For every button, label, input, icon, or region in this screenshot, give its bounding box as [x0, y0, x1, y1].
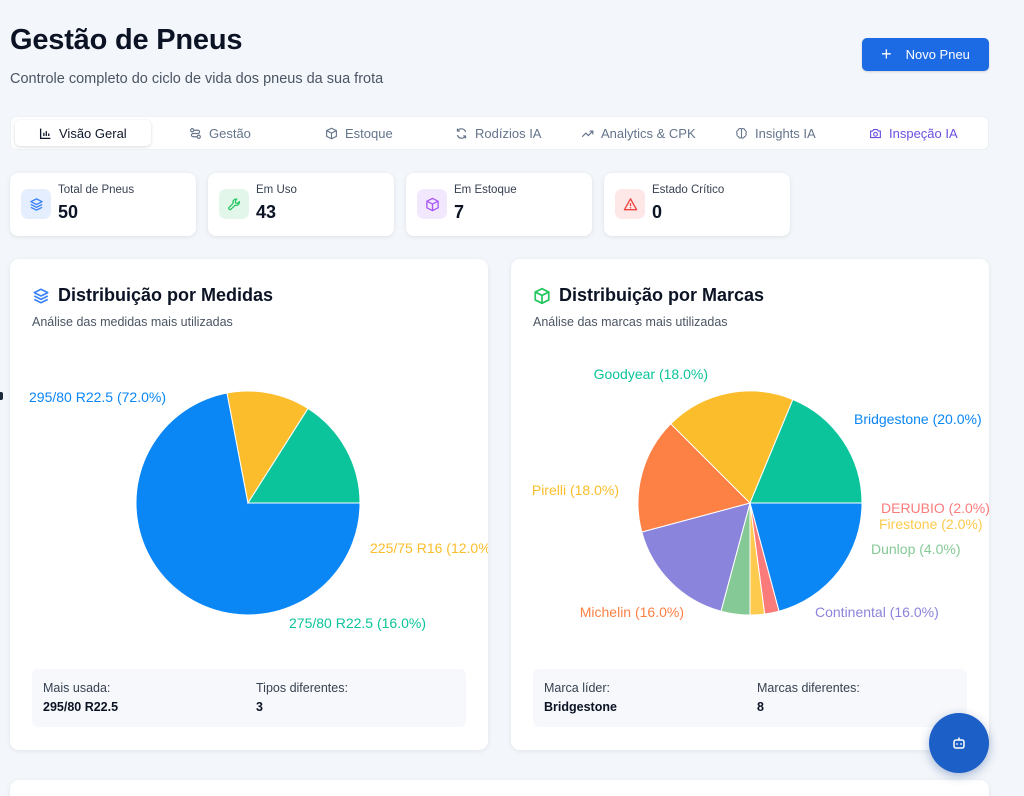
pie-label: 275/80 R22.5 (16.0%) — [289, 615, 426, 631]
route-icon — [190, 127, 201, 139]
new-tire-button-label: Novo Pneu — [905, 47, 970, 62]
stat-label: Em Estoque — [454, 184, 517, 196]
package-icon — [534, 287, 550, 304]
box-icon — [326, 127, 337, 139]
tab-bar: Visão Geral Gestão Estoque Rodízios IA A… — [10, 116, 989, 150]
panel-title: Distribuição por Medidas — [58, 285, 274, 305]
bot-icon — [953, 737, 965, 749]
stat-card-em-uso: Em Uso 43 — [208, 173, 394, 236]
pie-label: 295/80 R22.5 (72.0%) — [29, 389, 166, 405]
bar-chart-icon — [39, 128, 51, 139]
camera-icon — [870, 128, 881, 138]
plus-icon: + — [881, 43, 892, 64]
pie-label: Dunlop (4.0%) — [871, 541, 961, 557]
leader-value: Bridgestone — [544, 700, 617, 714]
stat-value: 43 — [256, 202, 277, 222]
pie-label: 225/75 R16 (12.0%) — [370, 540, 488, 556]
trending-up-icon — [581, 129, 594, 137]
panel-marcas: Distribuição por Marcas Análise das marc… — [511, 259, 989, 750]
panel-title: Distribuição por Marcas — [559, 285, 765, 305]
pie-label: DERUBIO (2.0%) — [881, 500, 989, 516]
pie-label: Continental (16.0%) — [815, 604, 939, 620]
brands-value: 8 — [757, 700, 764, 714]
edge-marker — [0, 392, 3, 400]
panel-header: Distribuição por Medidas — [32, 285, 273, 306]
stat-label: Total de Pneus — [58, 184, 135, 196]
tab-label: Analytics & CPK — [601, 125, 696, 141]
tab-label: Visão Geral — [59, 125, 127, 141]
panel-header: Distribuição por Marcas — [533, 285, 764, 306]
pie-label: Goodyear (18.0%) — [594, 366, 708, 382]
layers-icon — [21, 189, 51, 219]
most-used-label: Mais usada: — [43, 681, 111, 695]
pie-slice-pirelli[interactable] — [670, 390, 794, 504]
tab-label: Rodízios IA — [475, 125, 542, 141]
most-used-value: 295/80 R22.5 — [43, 700, 119, 714]
pie-slice-bridgestone[interactable] — [749, 502, 863, 612]
panel-subtitle: Análise das medidas mais utilizadas — [32, 315, 233, 329]
pie-slice-michelin[interactable] — [637, 423, 751, 533]
panel-medidas: Distribuição por Medidas Análise das med… — [10, 259, 488, 750]
tab-label: Estoque — [345, 125, 393, 141]
pie-label: Firestone (2.0%) — [879, 516, 982, 532]
assistant-fab[interactable] — [929, 713, 989, 773]
tab-estoque[interactable]: Estoque — [325, 120, 393, 146]
page-title: Gestão de Pneus — [10, 24, 243, 56]
summary-box: Mais usada: 295/80 R22.5 Tipos diferente… — [32, 669, 466, 727]
brands-label: Marcas diferentes: — [757, 681, 860, 695]
stat-card-estado-critico: Estado Crítico 0 — [604, 173, 790, 236]
package-icon — [417, 189, 447, 219]
stat-value: 0 — [652, 202, 663, 222]
tab-inspecao-ia[interactable]: Inspeção IA — [869, 120, 958, 146]
pie-label: Bridgestone (20.0%) — [854, 411, 982, 427]
stat-card-em-estoque: Em Estoque 7 — [406, 173, 592, 236]
stat-card-total: Total de Pneus 50 — [10, 173, 196, 236]
pie-slice-continental[interactable] — [641, 502, 751, 612]
new-tire-button[interactable]: + Novo Pneu — [862, 38, 989, 71]
pie-slice-225-75-r16[interactable] — [226, 390, 309, 505]
wrench-icon — [219, 189, 249, 219]
types-value: 3 — [256, 700, 263, 714]
panel-subtitle: Análise das marcas mais utilizadas — [533, 315, 728, 329]
page-subtitle: Controle completo do ciclo de vida dos p… — [10, 71, 384, 87]
alert-triangle-icon — [615, 189, 645, 219]
stat-value: 7 — [454, 202, 465, 222]
next-section-card — [10, 780, 989, 796]
refresh-icon — [456, 127, 467, 139]
layers-icon — [33, 287, 49, 304]
pie-slice-goodyear[interactable] — [749, 398, 863, 504]
tab-label: Inspeção IA — [889, 125, 958, 141]
brain-icon — [736, 127, 747, 139]
summary-box: Marca líder: Bridgestone Marcas diferent… — [533, 669, 967, 727]
tab-gestao[interactable]: Gestão — [189, 120, 251, 146]
pie-label: Michelin (16.0%) — [580, 604, 684, 620]
pie-chart-medidas: 295/80 R22.5 (72.0%) 225/75 R16 (12.0%) 27… — [29, 389, 488, 631]
types-label: Tipos diferentes: — [256, 681, 348, 695]
stat-value: 50 — [58, 202, 79, 222]
pie-slice-295-80-r22-5[interactable] — [135, 392, 361, 616]
pie-label: Pirelli (18.0%) — [532, 482, 619, 498]
tab-analytics-cpk[interactable]: Analytics & CPK — [581, 120, 696, 146]
tab-insights-ia[interactable]: Insights IA — [735, 120, 816, 146]
tab-rodizios-ia[interactable]: Rodízios IA — [455, 120, 541, 146]
tab-visao-geral[interactable]: Visão Geral — [15, 120, 151, 146]
tab-label: Insights IA — [755, 125, 816, 141]
page-header: Gestão de Pneus Controle completo do cic… — [10, 24, 383, 87]
leader-label: Marca líder: — [544, 681, 610, 695]
pie-slice-275-80-r22-5[interactable] — [247, 407, 361, 504]
stat-label: Estado Crítico — [652, 184, 725, 196]
stat-label: Em Uso — [256, 184, 297, 196]
tab-label: Gestão — [209, 125, 251, 141]
pie-chart-marcas: Bridgestone (20.0%) DERUBIO (2.0%)Firesto… — [532, 366, 989, 620]
